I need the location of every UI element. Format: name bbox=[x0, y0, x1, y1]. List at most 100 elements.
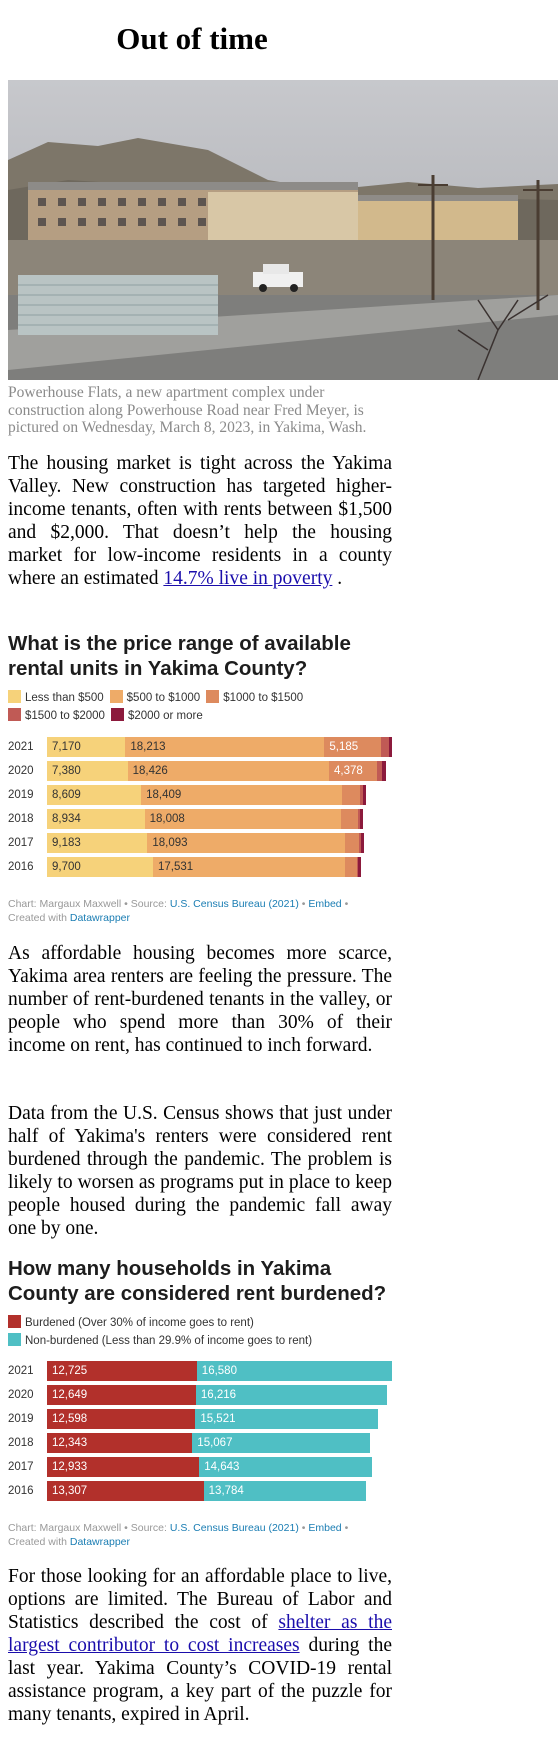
bar-value-label: 15,521 bbox=[200, 1413, 236, 1425]
shelter-cost-link[interactable]: shelter as the largest contributor to co… bbox=[8, 1612, 392, 1656]
construction-photo bbox=[8, 80, 558, 380]
bar-row: 2019 12,598 15,521 bbox=[8, 1409, 392, 1433]
bar-row: 2016 13,307 13,784 bbox=[8, 1481, 392, 1505]
bar-value-label: 17,531 bbox=[158, 861, 194, 873]
bar-value-label: 18,008 bbox=[149, 813, 185, 825]
bar-segment: 5,185 bbox=[324, 737, 382, 757]
bar-value-label: 9,700 bbox=[52, 861, 81, 873]
bar-value-label: 7,380 bbox=[52, 765, 81, 777]
poverty-link[interactable]: 14.7% live in poverty bbox=[163, 568, 333, 589]
bar-value-label: 7,170 bbox=[52, 741, 81, 753]
bar-segment: 9,700 bbox=[47, 857, 153, 877]
legend-label: $2000 or more bbox=[127, 710, 203, 722]
bar-segment: 18,008 bbox=[144, 809, 342, 829]
bar-segment: 12,598 bbox=[47, 1409, 196, 1429]
legend-swatch bbox=[206, 690, 220, 703]
legend-swatch bbox=[110, 708, 124, 721]
bar-value-label: 4,378 bbox=[334, 765, 363, 777]
source-link[interactable]: U.S. Census Bureau (2021) bbox=[169, 898, 299, 910]
bar-segment bbox=[359, 785, 364, 805]
category-label: 2019 bbox=[8, 789, 34, 801]
chart-title: What is the price range of available ren… bbox=[8, 632, 351, 680]
bar-row: 2020 7,380 18,426 4,378 bbox=[8, 761, 392, 785]
bar-segment bbox=[356, 857, 359, 877]
source-link[interactable]: U.S. Census Bureau (2021) bbox=[169, 1522, 299, 1534]
bar-value-label: 18,426 bbox=[132, 765, 168, 777]
legend-swatch bbox=[8, 1333, 21, 1346]
category-label: 2016 bbox=[8, 861, 34, 873]
bar-segment: 12,649 bbox=[47, 1385, 196, 1405]
bar-segment bbox=[357, 809, 360, 829]
bar-value-label: 12,343 bbox=[52, 1437, 88, 1449]
legend-item: Burdened (Over 30% of income goes to ren… bbox=[8, 1314, 254, 1332]
bar-value-label: 12,933 bbox=[52, 1461, 88, 1473]
category-label: 2017 bbox=[8, 1461, 34, 1473]
paragraph-two: As affordable housing becomes more scarc… bbox=[8, 943, 392, 1056]
category-label: 2019 bbox=[8, 1413, 34, 1425]
bar-segment: 15,067 bbox=[192, 1433, 370, 1453]
legend-label: Non-burdened (Less than 29.9% of income … bbox=[25, 1335, 313, 1347]
bar-row: 2018 8,934 18,008 bbox=[8, 809, 392, 833]
chart-credit: Chart: Margaux Maxwell • Source: U.S. Ce… bbox=[8, 1522, 349, 1548]
bar-segment bbox=[360, 809, 363, 829]
legend-swatch bbox=[8, 708, 21, 721]
datawrapper-link[interactable]: Datawrapper bbox=[69, 1536, 130, 1548]
legend-swatch bbox=[8, 690, 21, 703]
bar-row: 2017 9,183 18,093 bbox=[8, 833, 392, 857]
bar-segment: 18,409 bbox=[141, 785, 343, 805]
legend-swatch bbox=[8, 1315, 21, 1328]
legend-item: $1000 to $1500 bbox=[206, 689, 303, 707]
bar-value-label: 18,213 bbox=[130, 741, 166, 753]
rent-burden-bar-chart: 2021 12,725 16,580 2020 12,649 16,216 2019 12,5… bbox=[8, 1361, 392, 1505]
bar-segment: 13,307 bbox=[47, 1481, 204, 1501]
category-label: 2020 bbox=[8, 1389, 34, 1401]
bar-segment: 7,380 bbox=[47, 761, 128, 781]
bar-segment: 14,643 bbox=[199, 1457, 372, 1477]
article-title: Out of time bbox=[116, 21, 268, 56]
legend-item: Non-burdened (Less than 29.9% of income … bbox=[8, 1332, 312, 1350]
bar-segment bbox=[342, 785, 360, 805]
bar-segment: 12,343 bbox=[47, 1433, 193, 1453]
bar-value-label: 18,409 bbox=[146, 789, 182, 801]
bar-segment bbox=[358, 857, 361, 877]
category-label: 2018 bbox=[8, 813, 34, 825]
bar-row: 2019 8,609 18,409 bbox=[8, 785, 392, 809]
bar-value-label: 9,183 bbox=[52, 837, 81, 849]
bar-segment bbox=[341, 809, 358, 829]
bar-segment: 7,170 bbox=[47, 737, 126, 757]
bar-segment bbox=[376, 761, 383, 781]
legend-label: Less than $500 bbox=[25, 692, 104, 704]
legend-label: $500 to $1000 bbox=[126, 692, 201, 704]
embed-link[interactable]: Embed bbox=[308, 898, 342, 910]
photo-caption: Powerhouse Flats, a new apartment comple… bbox=[8, 384, 367, 436]
intro-paragraph: The housing market is tight across the Y… bbox=[8, 453, 392, 589]
bar-value-label: 12,725 bbox=[52, 1365, 88, 1377]
bar-segment bbox=[382, 761, 386, 781]
category-label: 2017 bbox=[8, 837, 34, 849]
bar-row: 2021 7,170 18,213 5,185 bbox=[8, 737, 392, 761]
bar-row: 2016 9,700 17,531 bbox=[8, 857, 392, 881]
bar-segment: 9,183 bbox=[47, 833, 148, 853]
category-label: 2021 bbox=[8, 741, 34, 753]
bar-value-label: 13,307 bbox=[52, 1485, 88, 1497]
bar-row: 2018 12,343 15,067 bbox=[8, 1433, 392, 1457]
category-label: 2020 bbox=[8, 765, 34, 777]
bar-segment bbox=[359, 833, 362, 853]
embed-link[interactable]: Embed bbox=[308, 1522, 342, 1534]
bar-value-label: 8,934 bbox=[52, 813, 81, 825]
chart-title: How many households in Yakima County are… bbox=[8, 1257, 387, 1305]
bar-value-label: 14,643 bbox=[204, 1461, 240, 1473]
legend-item: $2000 or more bbox=[110, 707, 203, 725]
bar-segment bbox=[388, 737, 392, 757]
bar-value-label: 5,185 bbox=[329, 741, 359, 753]
legend-item: $500 to $1000 bbox=[109, 689, 201, 707]
category-label: 2018 bbox=[8, 1437, 34, 1449]
chart-legend: Less than $500 $500 to $1000 $1000 to $150… bbox=[8, 689, 398, 725]
datawrapper-link[interactable]: Datawrapper bbox=[69, 912, 130, 924]
bar-segment: 13,784 bbox=[203, 1481, 366, 1501]
bar-segment: 15,521 bbox=[195, 1409, 379, 1429]
bar-segment: 17,531 bbox=[153, 857, 345, 877]
bar-row: 2017 12,933 14,643 bbox=[8, 1457, 392, 1481]
bar-segment: 8,609 bbox=[47, 785, 142, 805]
bar-value-label: 12,649 bbox=[52, 1389, 88, 1401]
